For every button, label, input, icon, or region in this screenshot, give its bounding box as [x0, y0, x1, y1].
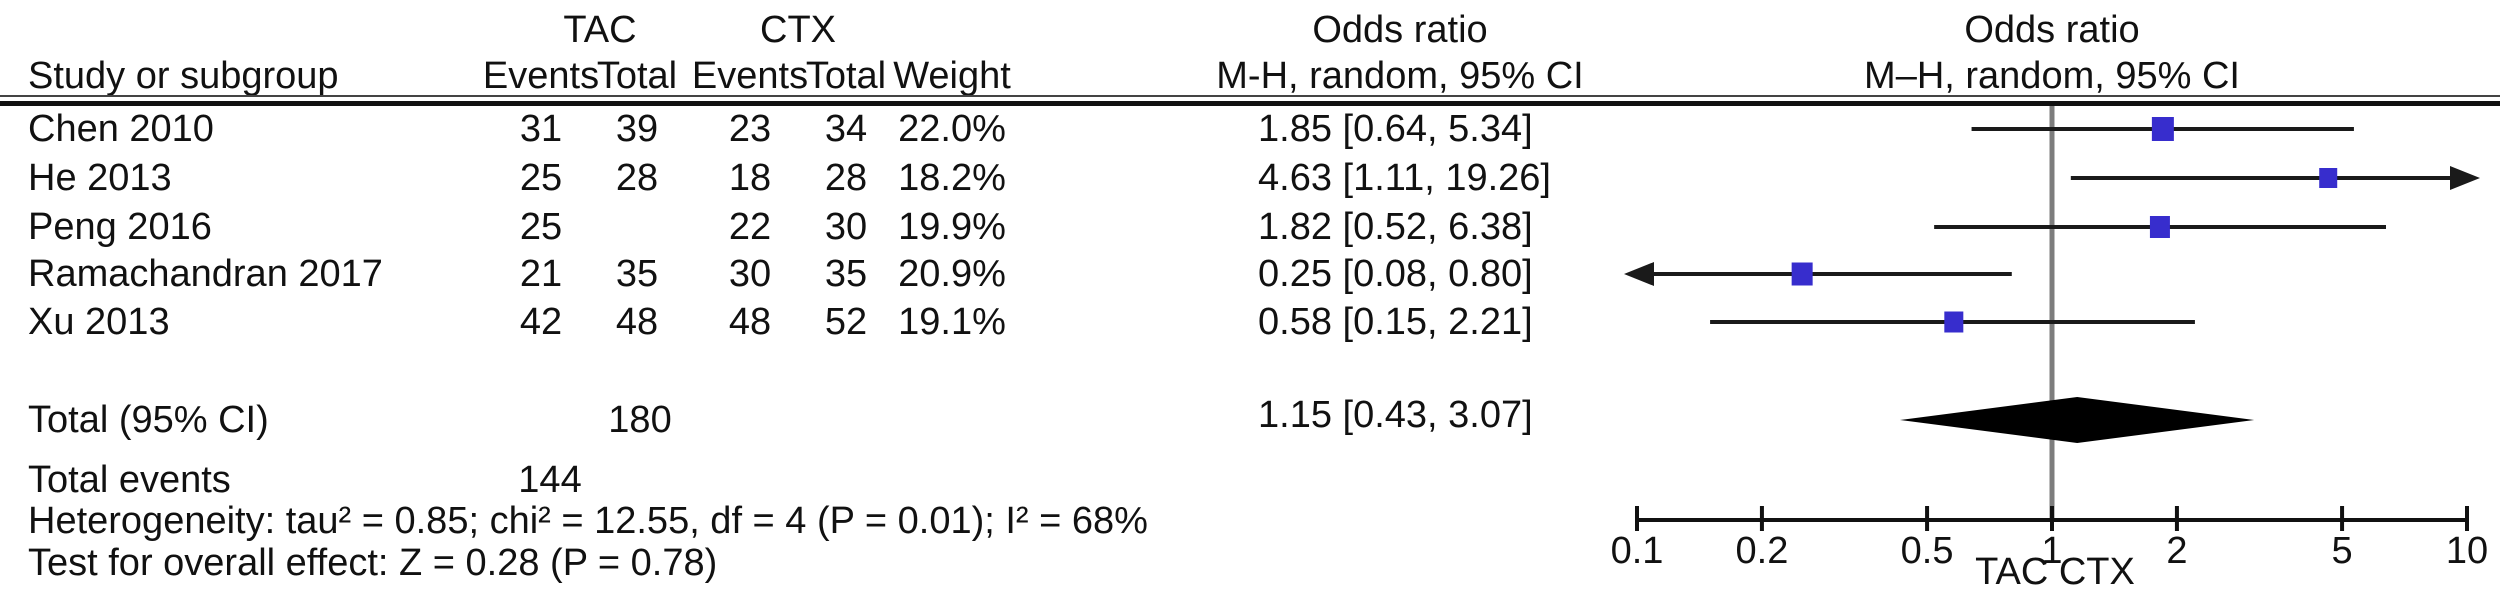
tac-total-value: 48: [615, 301, 659, 343]
tac-total-value: 28: [615, 157, 659, 199]
total-row-label: Total (95% CI): [28, 399, 269, 441]
heterogeneity-text: Heterogeneity: tau² = 0.85; chi² = 12.55…: [28, 500, 1148, 542]
column-header-ctx-total: Total: [805, 55, 887, 97]
ctx-events-value: 18: [728, 157, 772, 199]
axis-tick-label: 0.2: [1735, 530, 1789, 572]
axis-tick-label: 2: [2166, 530, 2188, 572]
weight-value: 20.9%: [898, 253, 1006, 295]
axis-tick-label: 1: [2041, 530, 2063, 572]
effect-square: [1944, 311, 1964, 333]
tac-events-value: 31: [519, 108, 563, 150]
column-header-study: Study or subgroup: [28, 55, 339, 97]
axis-tick-label: 0.5: [1900, 530, 1954, 572]
header-rule-thick: [0, 101, 2500, 106]
tac-events-value: 25: [519, 157, 563, 199]
weight-value: 18.2%: [898, 157, 1006, 199]
tac-total-value: 35: [615, 253, 659, 295]
study-name: He 2013: [28, 157, 172, 199]
pooled-diamond: [1899, 397, 2255, 443]
or-ci-value: 4.63 [1.11, 19.26]: [1258, 157, 1551, 199]
ctx-total-value: 52: [824, 301, 868, 343]
effect-square: [2319, 168, 2338, 188]
ctx-total-value: 30: [824, 206, 868, 248]
ctx-events-value: 48: [728, 301, 772, 343]
weight-value: 19.9%: [898, 206, 1006, 248]
column-header-or-ci-left: M-H, random, 95% CI: [1216, 55, 1584, 97]
total-events-value: 144: [518, 459, 582, 501]
ctx-events-value: 23: [728, 108, 772, 150]
axis-tick-label: 10: [2445, 530, 2489, 572]
or-ci-value: 1.82 [0.52, 6.38]: [1258, 206, 1533, 248]
ctx-events-value: 22: [728, 206, 772, 248]
column-header-weight: Weight: [893, 55, 1011, 97]
effect-square: [2151, 117, 2174, 141]
column-header-ctx-events: Events: [691, 55, 809, 97]
column-group-tac: TAC: [563, 9, 637, 51]
column-header-tac-events: Events: [482, 55, 600, 97]
tac-events-value: 42: [519, 301, 563, 343]
axis-tick-label: 0.1: [1610, 530, 1664, 572]
ctx-total-value: 28: [824, 157, 868, 199]
ctx-total-value: 34: [824, 108, 868, 150]
study-name: Chen 2010: [28, 108, 214, 150]
column-header-tac-total: Total: [596, 55, 678, 97]
or-title-left: Odds ratio: [1312, 9, 1488, 51]
column-header-or-ci-right: M–H, random, 95% CI: [1864, 55, 2240, 97]
ctx-total-value: 35: [824, 253, 868, 295]
weight-value: 22.0%: [898, 108, 1006, 150]
column-group-ctx: CTX: [760, 9, 836, 51]
or-ci-value: 1.85 [0.64, 5.34]: [1258, 108, 1533, 150]
effect-square: [2149, 216, 2170, 238]
or-ci-value: 0.25 [0.08, 0.80]: [1258, 253, 1533, 295]
or-ci-value: 0.58 [0.15, 2.21]: [1258, 301, 1533, 343]
ctx-events-value: 30: [728, 253, 772, 295]
axis-caption: TAC CTX: [1975, 551, 2135, 593]
tac-events-value: 21: [519, 253, 563, 295]
axis-tick-label: 5: [2331, 530, 2353, 572]
total-row-tac-total: 180: [608, 399, 672, 441]
ci-arrow-left: [1624, 262, 1654, 286]
or-title-right: Odds ratio: [1964, 9, 2140, 51]
study-name: Xu 2013: [28, 301, 170, 343]
tac-events-value: 25: [519, 206, 563, 248]
ci-arrow-right: [2450, 166, 2480, 190]
header-rule-thin: [0, 95, 2500, 97]
tac-total-value: 39: [615, 108, 659, 150]
effect-square: [1791, 262, 1813, 286]
study-name: Peng 2016: [28, 206, 212, 248]
overall-effect-text: Test for overall effect: Z = 0.28 (P = 0…: [28, 542, 718, 584]
total-row-or-ci: 1.15 [0.43, 3.07]: [1258, 394, 1533, 436]
total-events-label: Total events: [28, 459, 231, 501]
weight-value: 19.1%: [898, 301, 1006, 343]
study-name: Ramachandran 2017: [28, 253, 383, 295]
